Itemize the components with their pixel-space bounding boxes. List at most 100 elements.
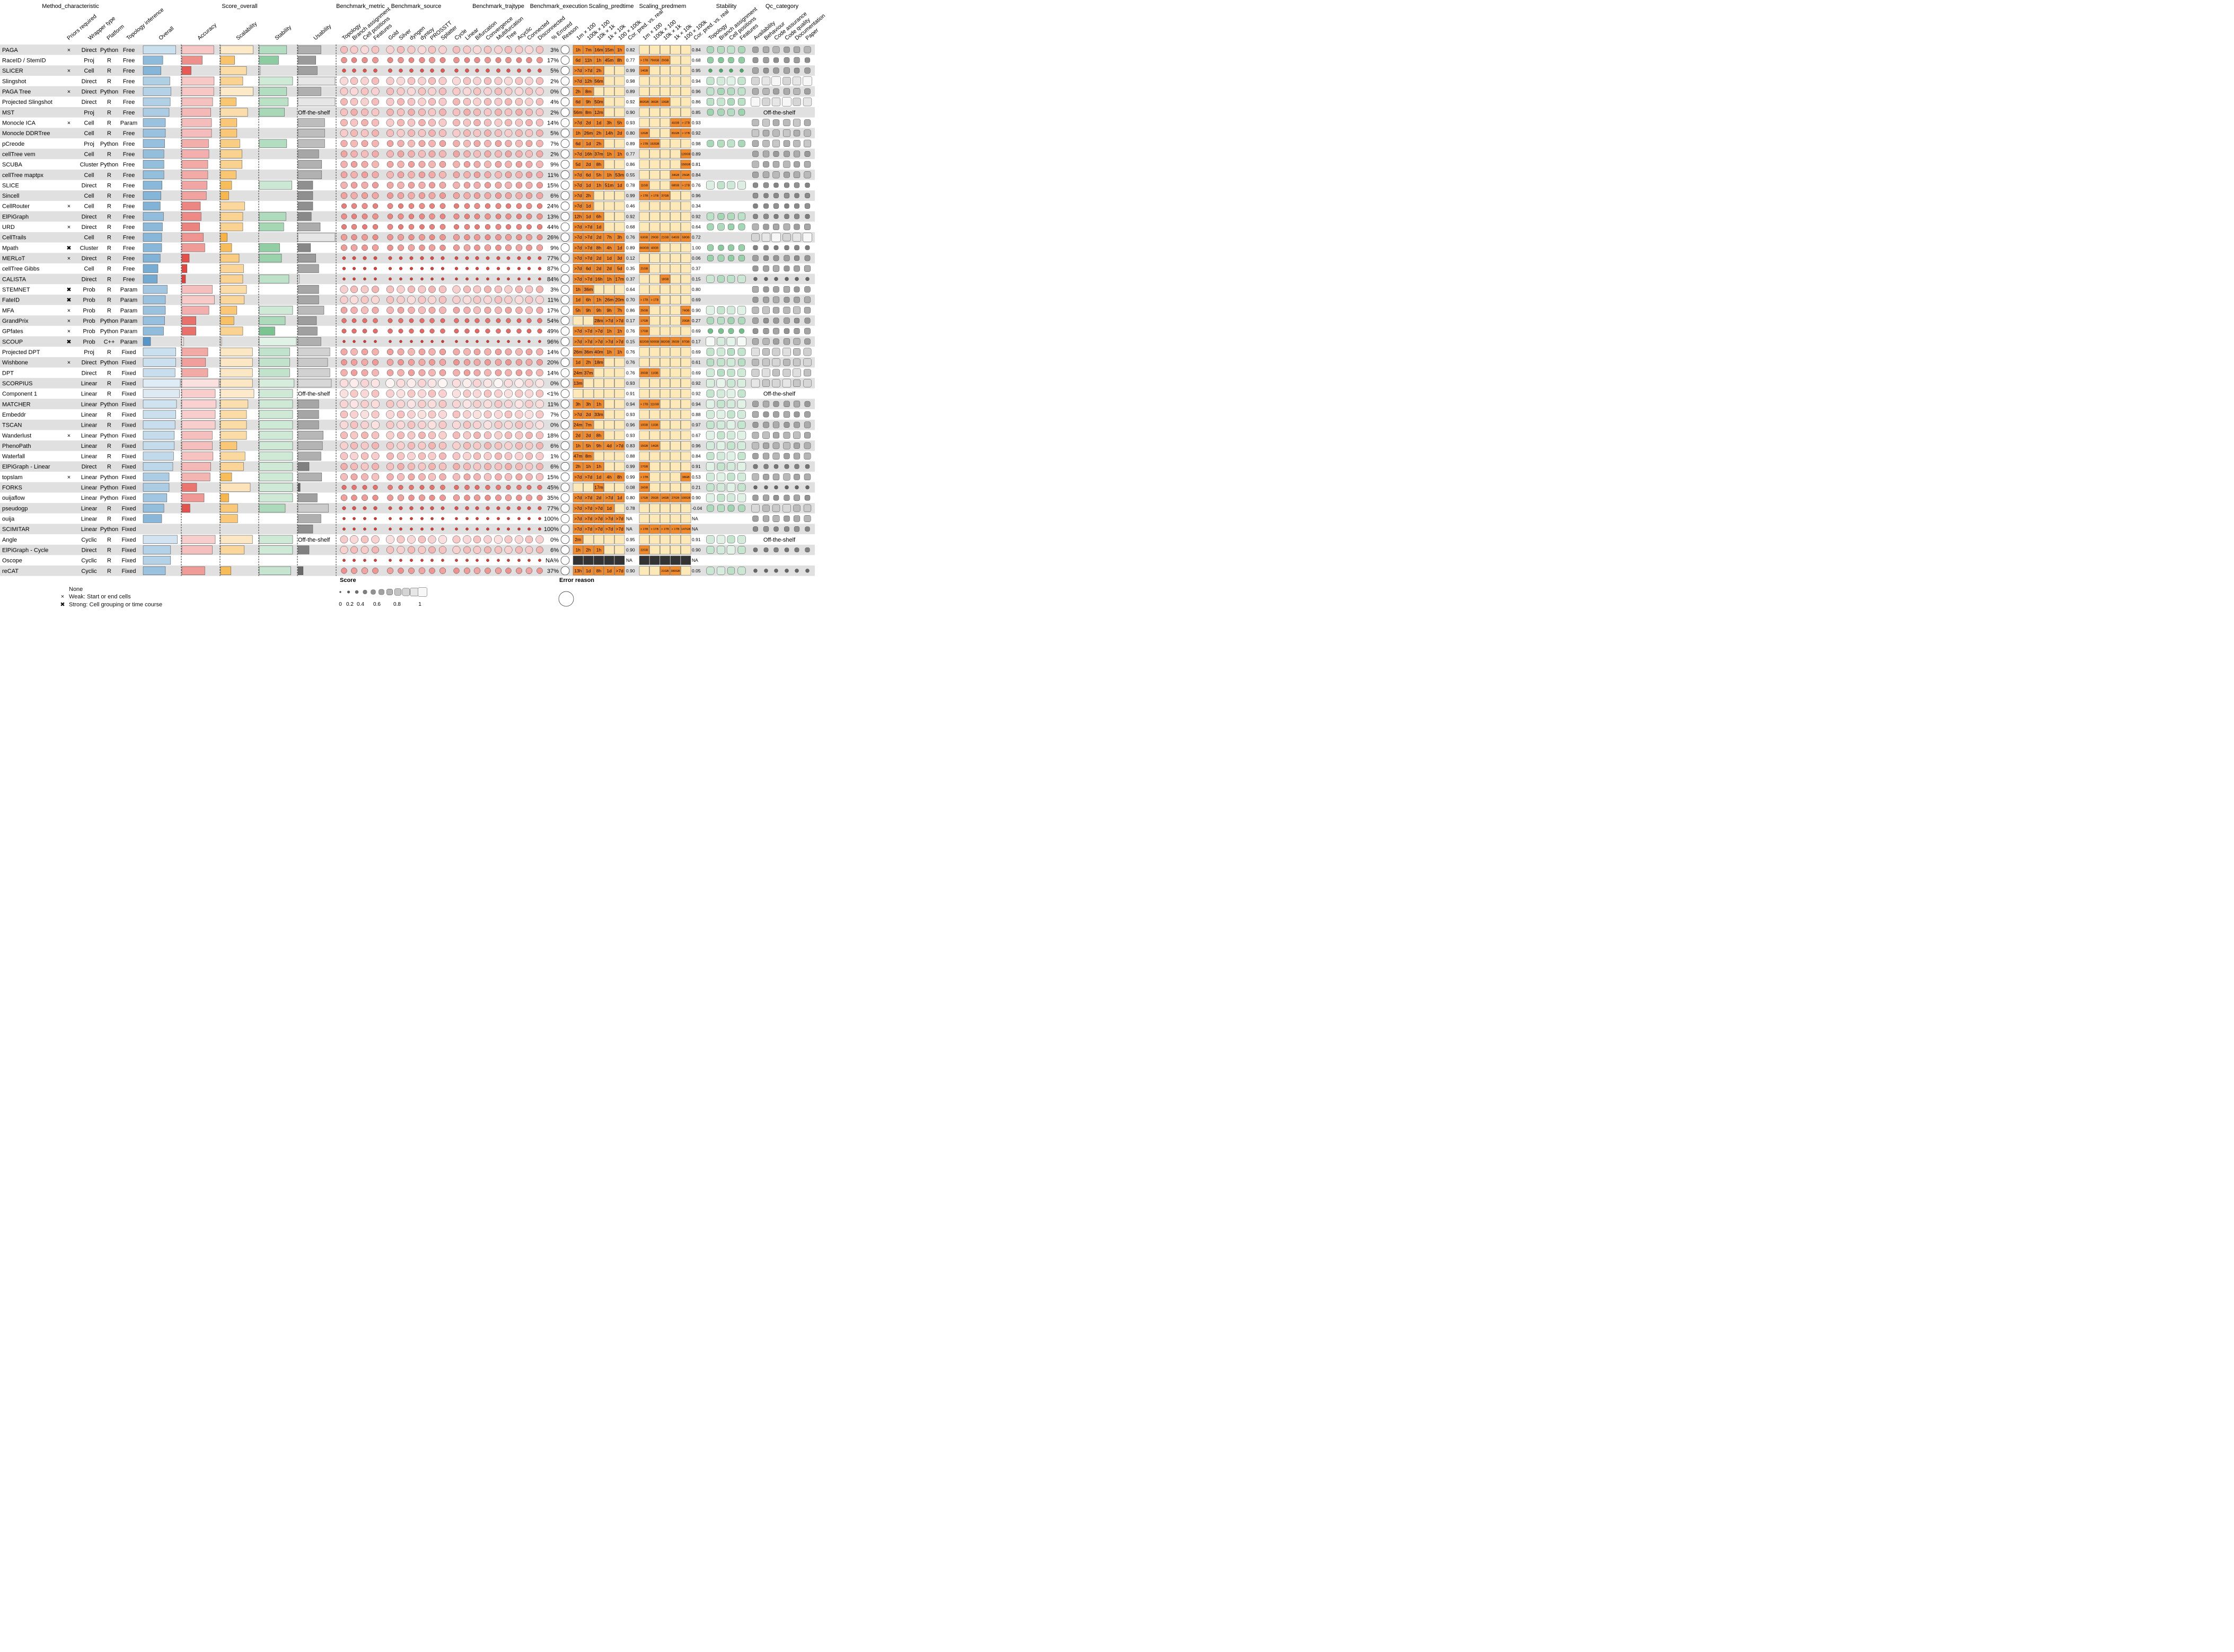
benchmark-score-circle	[351, 203, 357, 209]
column-header: Stability	[274, 24, 293, 41]
qc-score-square	[774, 277, 778, 281]
overall-bar	[143, 128, 166, 138]
wrapper-type: Linear	[81, 391, 98, 397]
predtime-cell	[573, 316, 583, 325]
qc-score-square	[804, 369, 811, 377]
overall-bar	[143, 462, 173, 471]
benchmark-score-circle	[341, 203, 347, 209]
error-reason-pie	[560, 97, 570, 107]
benchmark-score-circle	[399, 559, 402, 562]
benchmark-score-circle	[474, 485, 480, 490]
qc-score-square	[773, 88, 779, 95]
errored-percent: 14%	[547, 120, 559, 126]
predmem-cell	[681, 66, 691, 75]
benchmark-score-circle	[454, 267, 459, 270]
qc-score-square	[794, 494, 800, 501]
predmem-correlation: 0.76	[692, 182, 701, 188]
wrapper-type: Cyclic	[81, 537, 97, 543]
benchmark-score-circle	[350, 182, 358, 189]
qc-score-square	[784, 297, 790, 303]
benchmark-score-circle	[525, 359, 533, 366]
benchmark-score-circle	[536, 161, 543, 168]
predtime-value: 20m	[615, 297, 624, 303]
predmem-value: > 1TB	[640, 195, 648, 198]
predmem-cell	[670, 347, 681, 357]
predtime-cell	[583, 243, 594, 252]
benchmark-score-circle	[350, 473, 358, 481]
predmem-cell	[649, 399, 660, 409]
qc-score-square	[803, 76, 812, 86]
predtime-cell	[583, 211, 594, 221]
benchmark-score-circle	[454, 506, 459, 510]
benchmark-score-circle	[536, 369, 543, 377]
benchmark-score-circle	[537, 484, 542, 490]
stability-score-square	[727, 275, 735, 283]
benchmark-score-circle	[464, 214, 470, 219]
benchmark-score-circle	[397, 348, 404, 356]
errored-percent: 11%	[548, 401, 559, 408]
scalability-bar	[220, 326, 243, 335]
benchmark-score-circle	[342, 256, 346, 260]
predtime-cell	[604, 76, 614, 86]
predmem-cell	[639, 410, 649, 419]
method-name: GrandPrix	[2, 318, 29, 324]
predmem-value: > 1TB	[640, 403, 648, 406]
predmem-cell	[639, 337, 649, 346]
priors-mark: ✖	[66, 245, 71, 251]
benchmark-score-circle	[485, 359, 491, 366]
predtime-value: >7d	[585, 339, 593, 344]
error-reason-pie	[560, 76, 570, 86]
benchmark-score-circle	[515, 119, 523, 127]
qc-score-square	[793, 348, 801, 356]
predtime-correlation: 0.76	[626, 370, 635, 375]
method-name: SCIMITAR	[2, 526, 30, 533]
predtime-value: 1d	[606, 568, 612, 573]
benchmark-score-circle	[516, 318, 522, 323]
qc-score-square	[783, 338, 790, 345]
benchmark-score-circle	[407, 400, 416, 409]
benchmark-score-circle	[372, 57, 379, 64]
benchmark-score-circle	[429, 213, 435, 220]
benchmark-score-circle	[408, 244, 415, 251]
benchmark-score-circle	[452, 296, 461, 304]
usability-bar	[297, 545, 310, 554]
predmem-cell	[649, 389, 660, 399]
predtime-cell	[604, 410, 614, 419]
qc-score-square	[784, 464, 789, 469]
predmem-value: 17GB	[640, 330, 648, 333]
benchmark-score-circle	[473, 546, 481, 554]
benchmark-score-circle	[473, 108, 481, 116]
benchmark-score-circle	[399, 256, 403, 260]
benchmark-score-circle	[495, 473, 502, 481]
predmem-cell	[639, 399, 649, 409]
predmem-cell	[639, 305, 649, 315]
predtime-value: 2h	[576, 464, 581, 469]
benchmark-score-circle	[485, 318, 490, 323]
qc-score-square	[804, 129, 811, 137]
benchmark-score-circle	[361, 108, 368, 116]
predmem-cell	[681, 295, 691, 305]
benchmark-score-circle	[525, 452, 533, 460]
predmem-value: > 1TB	[661, 528, 669, 531]
predmem-cell	[681, 191, 691, 200]
benchmark-score-circle	[408, 473, 415, 481]
usability-bar	[297, 525, 313, 534]
topology-inference: Fixed	[122, 495, 136, 501]
topology-inference: Fixed	[122, 360, 136, 366]
qc-score-square	[752, 338, 759, 345]
predtime-value: 16m	[594, 47, 603, 52]
benchmark-score-circle	[506, 484, 511, 490]
qc-score-square	[753, 182, 758, 188]
benchmark-score-circle	[441, 517, 444, 520]
benchmark-score-circle	[517, 527, 521, 531]
wrapper-type: Linear	[81, 485, 98, 491]
qc-score-square	[752, 151, 759, 157]
benchmark-score-circle	[371, 431, 380, 439]
stability-score-square	[706, 567, 715, 575]
benchmark-score-circle	[483, 400, 492, 409]
predmem-cell	[681, 326, 691, 336]
stability-score-square	[717, 452, 725, 461]
qc-score-square	[794, 57, 800, 64]
predmem-cell	[681, 76, 691, 86]
benchmark-score-circle	[536, 129, 543, 137]
